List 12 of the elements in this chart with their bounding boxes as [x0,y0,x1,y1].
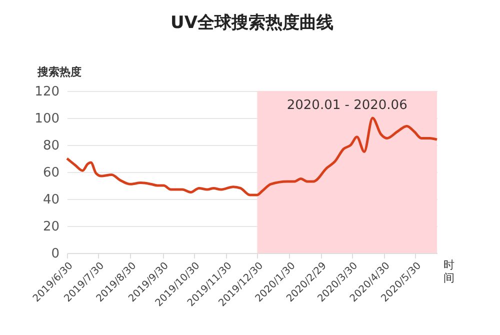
y-tick-label: 0 [51,246,60,262]
y-tick-label: 80 [42,138,60,154]
x-axis-title: 时间 [444,258,454,284]
y-tick-label: 100 [34,112,60,126]
y-tick-label: 40 [42,192,60,208]
y-tick-label: 20 [42,220,60,234]
y-axis-title: 搜索热度 [36,66,82,78]
chart-title: UV全球搜索热度曲线 [170,13,334,33]
band-label: 2020.01 - 2020.06 [286,98,408,113]
y-tick-label: 120 [34,84,60,100]
line-series [66,116,438,196]
y-tick-label: 60 [42,166,60,180]
